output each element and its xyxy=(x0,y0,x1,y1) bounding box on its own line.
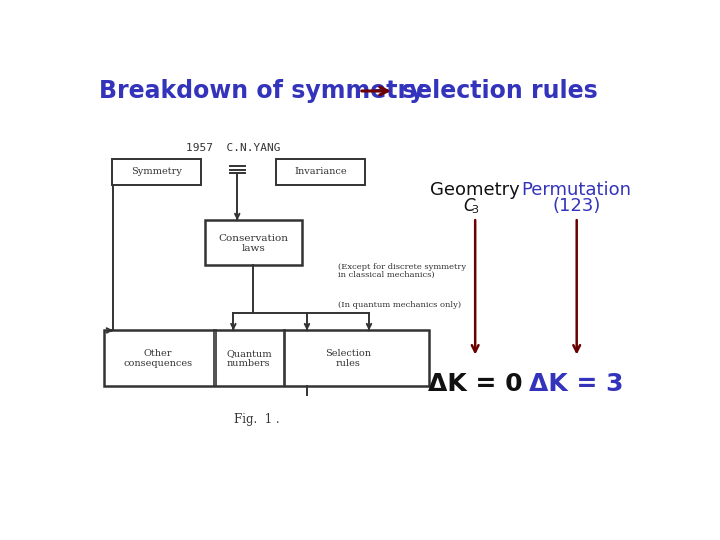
Text: Fig.  1 .: Fig. 1 . xyxy=(234,413,279,426)
Text: numbers: numbers xyxy=(227,359,271,368)
Text: consequences: consequences xyxy=(124,359,193,368)
Text: rules: rules xyxy=(336,359,361,368)
Text: Conservation: Conservation xyxy=(218,233,288,242)
Bar xyxy=(204,220,302,265)
Text: Invariance: Invariance xyxy=(294,167,347,177)
Text: Breakdown of symmetry: Breakdown of symmetry xyxy=(99,79,425,103)
Text: 3: 3 xyxy=(471,205,478,214)
Text: (Except for discrete symmetry: (Except for discrete symmetry xyxy=(338,264,466,271)
Text: (123): (123) xyxy=(552,197,601,215)
Text: Other: Other xyxy=(144,349,173,358)
Text: Geometry: Geometry xyxy=(431,180,520,199)
Text: laws: laws xyxy=(241,244,265,253)
Text: C: C xyxy=(463,197,474,215)
Bar xyxy=(104,330,429,386)
Text: 1957  C.N.YANG: 1957 C.N.YANG xyxy=(186,143,281,153)
Text: Symmetry: Symmetry xyxy=(131,167,181,177)
Text: selection rules: selection rules xyxy=(402,79,598,103)
Bar xyxy=(276,159,365,185)
Text: Permutation: Permutation xyxy=(522,180,631,199)
Text: Selection: Selection xyxy=(325,349,371,358)
Text: ΔK = 3: ΔK = 3 xyxy=(529,373,624,396)
Text: Quantum: Quantum xyxy=(226,349,271,358)
Text: ΔK = 0: ΔK = 0 xyxy=(428,373,523,396)
Text: (In quantum mechanics only): (In quantum mechanics only) xyxy=(338,301,461,309)
Bar xyxy=(112,159,201,185)
Text: in classical mechanics): in classical mechanics) xyxy=(338,271,435,279)
